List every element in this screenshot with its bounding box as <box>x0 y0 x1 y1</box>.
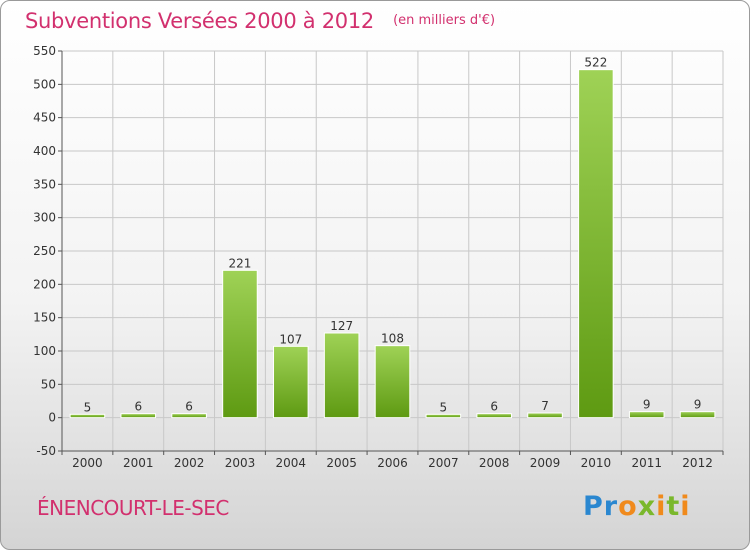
bar <box>578 69 614 419</box>
bar <box>222 269 258 419</box>
x-tick-label: 2002 <box>174 456 205 470</box>
x-tick-label: 2007 <box>428 456 459 470</box>
y-tick-label: 400 <box>33 144 56 158</box>
chart-unit: (en milliers d'€) <box>393 13 496 28</box>
bar-value-label: 6 <box>490 400 498 414</box>
bar <box>628 411 665 419</box>
x-tick-label: 2003 <box>225 456 256 470</box>
bar-value-label: 5 <box>84 400 92 414</box>
axis-layer: -50 0 50 100 150 200 250 300 350 400 450 500 550 2000… <box>33 44 724 470</box>
bar-layer: 5 6 6 221 107 127 108 5 6 7 522 9 9 <box>69 56 716 419</box>
y-tick-label: 150 <box>33 311 56 325</box>
x-tick-label: 2006 <box>377 456 408 470</box>
logo-letter: x <box>637 491 657 522</box>
bar-value-label: 6 <box>134 400 142 414</box>
bar-value-label: 221 <box>229 256 252 270</box>
bar <box>679 411 716 419</box>
bar-value-label: 9 <box>694 398 702 412</box>
logo-letter: i <box>680 491 691 522</box>
bar <box>171 413 207 419</box>
bar <box>323 332 360 419</box>
x-tick-label: 2012 <box>682 456 713 470</box>
y-tick-label: -50 <box>36 444 56 458</box>
x-tick-label: 2001 <box>123 456 154 470</box>
bar-value-label: 127 <box>330 319 353 333</box>
chart-title: Subventions Versées 2000 à 2012 <box>25 9 374 33</box>
bar-value-label: 108 <box>381 332 404 346</box>
bar <box>476 413 512 419</box>
logo-letter: t <box>666 491 681 522</box>
proxiti-logo[interactable]: Proxiti <box>583 491 691 522</box>
commune-name: ÉNENCOURT-LE-SEC <box>37 496 229 520</box>
bar-value-label: 522 <box>584 56 607 70</box>
y-tick-label: 300 <box>33 211 56 225</box>
bar <box>69 413 106 419</box>
x-tick-label: 2004 <box>276 456 307 470</box>
x-tick-label: 2010 <box>581 456 612 470</box>
y-tick-label: 350 <box>33 177 56 191</box>
y-tick-label: 0 <box>48 411 56 425</box>
x-tick-label: 2000 <box>72 456 103 470</box>
y-tick-label: 550 <box>33 44 56 58</box>
x-tick-label: 2009 <box>530 456 561 470</box>
bar <box>527 412 563 419</box>
x-tick-label: 2011 <box>631 456 662 470</box>
bar-value-label: 9 <box>643 398 651 412</box>
bar <box>273 345 309 419</box>
bar-value-label: 5 <box>440 400 448 414</box>
bar-value-label: 7 <box>541 399 549 413</box>
x-tick-label: 2008 <box>479 456 510 470</box>
logo-letter: r <box>603 491 619 522</box>
y-tick-label: 250 <box>33 244 56 258</box>
bar <box>425 413 462 419</box>
y-tick-label: 100 <box>33 344 56 358</box>
title-row: Subventions Versées 2000 à 2012 (en mill… <box>25 9 495 33</box>
y-tick-label: 50 <box>41 377 56 391</box>
logo-letter: o <box>618 491 638 522</box>
y-tick-label: 500 <box>33 77 56 91</box>
bar <box>374 345 411 419</box>
logo-letter: i <box>656 491 667 522</box>
bar <box>120 413 157 419</box>
bar-value-label: 107 <box>279 332 302 346</box>
bar-value-label: 6 <box>185 400 193 414</box>
y-tick-label: 450 <box>33 111 56 125</box>
x-tick-label: 2005 <box>326 456 357 470</box>
y-tick-label: 200 <box>33 277 56 291</box>
logo-letter: P <box>583 491 604 522</box>
